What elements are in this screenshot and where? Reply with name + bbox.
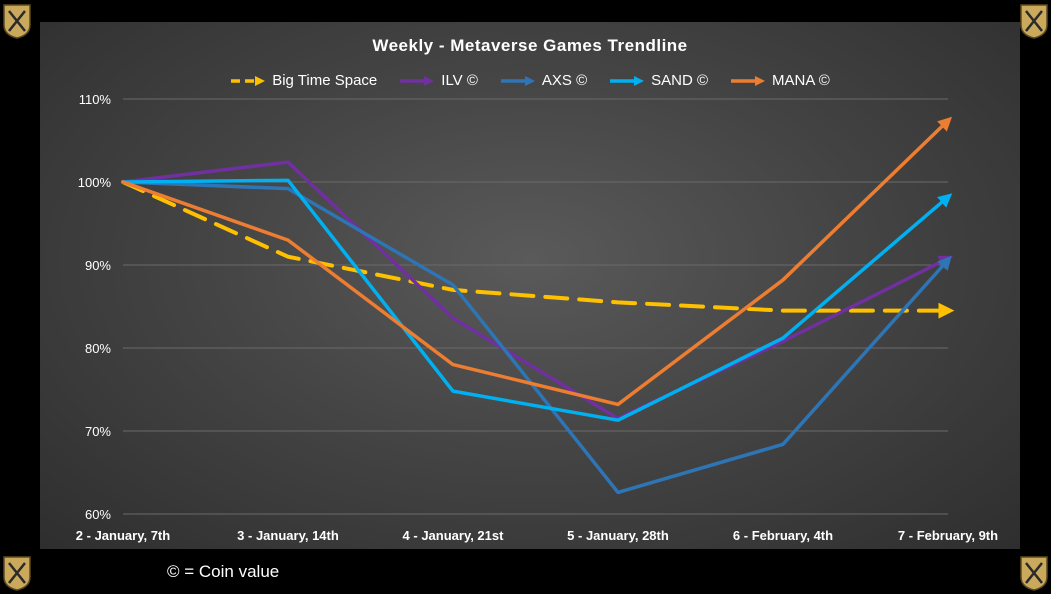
legend-label: AXS ©	[541, 72, 588, 89]
top-right-crest-icon	[1020, 4, 1048, 39]
bottom-right-crest-icon	[1020, 556, 1048, 591]
chart-title: Weekly - Metaverse Games Trendline	[372, 36, 688, 55]
legend-item: SAND ©	[609, 72, 708, 89]
series-line-mana	[121, 116, 953, 407]
legend-arrow-icon	[610, 75, 645, 86]
series-line-big-time-space	[121, 180, 955, 319]
legend-item: Big Time Space	[230, 72, 377, 89]
legend-label: MANA ©	[772, 72, 830, 89]
top-left-crest-icon	[3, 4, 31, 39]
legend-item: AXS ©	[500, 72, 587, 89]
y-tick-label: 60%	[85, 507, 111, 522]
series-line-sand	[121, 178, 953, 422]
series-line-ilv	[121, 160, 954, 421]
x-tick-label: 3 - January, 14th	[237, 528, 339, 543]
x-tick-label: 2 - January, 7th	[76, 528, 170, 543]
line-chart: 60% 70% 80% 90% 100% 110% 2 - January, 7th 3 - …	[76, 92, 998, 543]
y-tick-label: 110%	[79, 92, 112, 107]
series-line-axs	[121, 180, 952, 495]
x-tick-label: 7 - February, 9th	[898, 528, 998, 543]
y-tick-label: 90%	[85, 258, 111, 273]
legend-arrow-icon	[731, 75, 766, 86]
chart-legend: Big Time Space ILV © AXS © SAND © MANA ©	[40, 72, 1020, 89]
x-tick-label: 6 - February, 4th	[733, 528, 833, 543]
legend-label: Big Time Space	[272, 72, 378, 89]
x-tick-label: 4 - January, 21st	[403, 528, 505, 543]
legend-arrow-icon	[400, 75, 435, 86]
legend-label: SAND ©	[651, 72, 709, 89]
footnote: © = Coin value	[167, 562, 280, 581]
y-tick-label: 100%	[78, 175, 112, 190]
legend-arrow-icon	[231, 75, 266, 86]
bottom-left-crest-icon	[3, 556, 31, 591]
legend-arrow-icon	[500, 75, 535, 86]
chart-panel: 60% 70% 80% 90% 100% 110% 2 - January, 7th 3 - …	[40, 22, 1020, 549]
y-tick-label: 80%	[85, 341, 111, 356]
legend-item: MANA ©	[730, 72, 830, 89]
legend-item: ILV ©	[399, 72, 478, 89]
y-tick-label: 70%	[85, 424, 111, 439]
x-tick-label: 5 - January, 28th	[567, 528, 669, 543]
legend-label: ILV ©	[441, 72, 478, 89]
